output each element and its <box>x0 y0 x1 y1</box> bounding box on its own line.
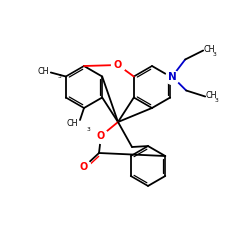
Text: 3: 3 <box>214 98 218 103</box>
Text: CH: CH <box>37 67 49 76</box>
Text: 3: 3 <box>87 127 91 132</box>
Text: O: O <box>80 162 88 172</box>
Text: CH: CH <box>203 45 215 54</box>
Text: O: O <box>97 131 105 141</box>
Text: O: O <box>114 60 122 70</box>
Text: N: N <box>168 72 176 82</box>
Text: CH: CH <box>66 120 78 128</box>
Text: CH: CH <box>205 91 217 100</box>
Text: 3: 3 <box>212 52 216 58</box>
Text: 3: 3 <box>58 74 62 80</box>
